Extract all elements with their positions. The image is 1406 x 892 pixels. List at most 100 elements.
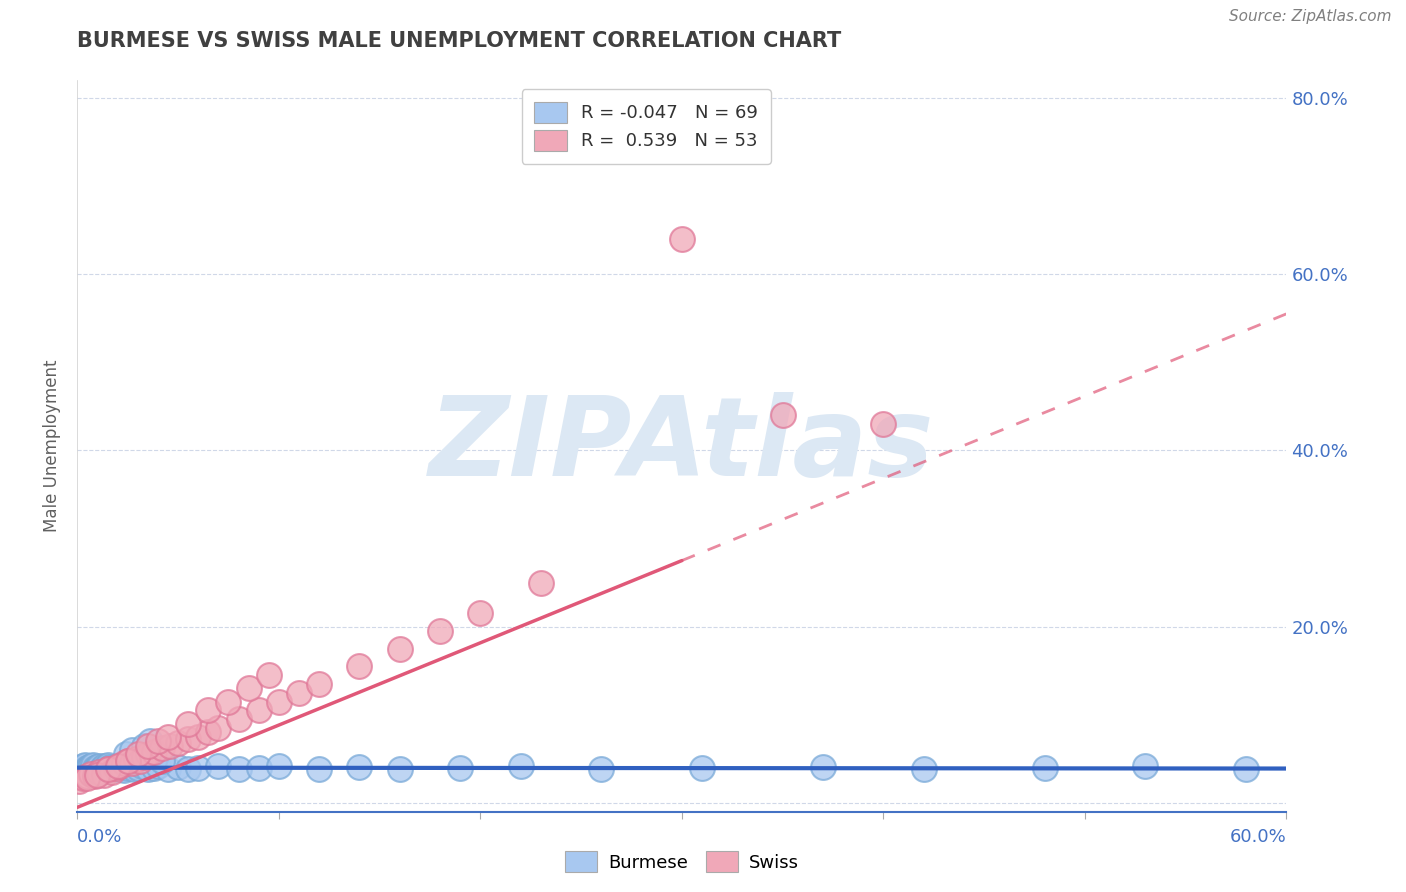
Point	[197, 725, 219, 739]
Point	[136, 739, 159, 753]
Point	[308, 677, 330, 691]
Point	[75, 765, 97, 780]
Point	[84, 761, 107, 775]
Point	[690, 761, 713, 775]
Point	[80, 759, 103, 773]
Point	[80, 764, 103, 779]
Point	[98, 760, 121, 774]
Point	[90, 763, 112, 777]
Point	[167, 736, 190, 750]
Point	[207, 759, 229, 773]
Point	[388, 641, 411, 656]
Point	[132, 739, 155, 753]
Point	[75, 758, 97, 772]
Point	[136, 747, 159, 762]
Point	[122, 763, 145, 777]
Point	[509, 759, 531, 773]
Point	[187, 730, 209, 744]
Point	[112, 756, 135, 771]
Point	[349, 760, 371, 774]
Point	[228, 763, 250, 777]
Point	[76, 771, 98, 785]
Point	[108, 759, 131, 773]
Point	[96, 763, 120, 777]
Point	[84, 764, 107, 778]
Point	[429, 624, 451, 638]
Point	[218, 695, 240, 709]
Point	[84, 769, 107, 783]
Point	[112, 764, 135, 778]
Point	[93, 759, 115, 773]
Point	[76, 761, 98, 775]
Point	[872, 417, 894, 431]
Point	[125, 752, 148, 766]
Point	[76, 764, 98, 778]
Point	[142, 745, 165, 759]
Point	[146, 759, 169, 773]
Point	[121, 756, 143, 771]
Point	[118, 759, 141, 773]
Point	[127, 747, 149, 762]
Point	[470, 607, 492, 621]
Point	[107, 759, 129, 773]
Point	[128, 754, 150, 768]
Point	[388, 763, 411, 777]
Point	[96, 761, 120, 775]
Point	[117, 754, 139, 768]
Point	[1234, 762, 1257, 776]
Point	[772, 408, 794, 422]
Point	[247, 761, 270, 775]
Point	[82, 758, 104, 772]
Point	[93, 768, 115, 782]
Point	[591, 763, 613, 777]
Point	[67, 761, 90, 775]
Point	[177, 716, 200, 731]
Point	[349, 659, 371, 673]
Point	[79, 763, 101, 777]
Point	[86, 760, 108, 774]
Point	[86, 763, 108, 777]
Point	[811, 760, 834, 774]
Point	[100, 764, 122, 778]
Point	[86, 768, 108, 782]
Point	[257, 668, 280, 682]
Point	[146, 734, 169, 748]
Point	[159, 739, 181, 753]
Text: ZIPAtlas: ZIPAtlas	[429, 392, 935, 500]
Point	[267, 759, 290, 773]
Point	[108, 762, 131, 776]
Point	[288, 686, 311, 700]
Point	[449, 761, 471, 775]
Point	[89, 764, 111, 779]
Point	[104, 761, 127, 775]
Point	[111, 760, 134, 774]
Point	[72, 759, 94, 773]
Legend: Burmese, Swiss: Burmese, Swiss	[557, 844, 807, 880]
Point	[139, 734, 162, 748]
Point	[117, 761, 139, 775]
Point	[72, 771, 94, 785]
Point	[167, 760, 190, 774]
Point	[177, 732, 200, 747]
Point	[1033, 761, 1056, 775]
Point	[96, 763, 120, 777]
Point	[98, 763, 121, 777]
Y-axis label: Male Unemployment: Male Unemployment	[44, 359, 62, 533]
Point	[82, 762, 104, 776]
Point	[96, 758, 120, 772]
Point	[267, 695, 290, 709]
Point	[100, 765, 122, 780]
Point	[187, 761, 209, 775]
Point	[197, 703, 219, 717]
Point	[247, 703, 270, 717]
Text: 60.0%: 60.0%	[1230, 828, 1286, 846]
Point	[70, 763, 93, 777]
Point	[671, 232, 693, 246]
Point	[136, 763, 159, 777]
Point	[177, 763, 200, 777]
Point	[107, 759, 129, 773]
Text: 0.0%: 0.0%	[77, 828, 122, 846]
Point	[207, 721, 229, 735]
Point	[79, 760, 101, 774]
Point	[150, 754, 173, 768]
